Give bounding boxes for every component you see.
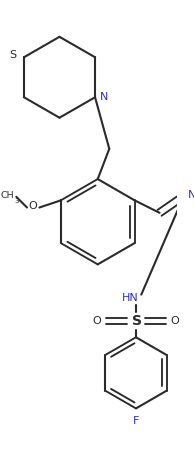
Text: O: O [28,201,37,211]
Text: O: O [171,317,179,326]
Text: F: F [133,416,139,426]
Text: N: N [187,190,194,200]
Text: S: S [9,50,16,60]
Text: HN: HN [122,293,139,303]
Text: 3: 3 [14,198,19,204]
Text: CH: CH [1,191,14,200]
Text: N: N [100,92,108,102]
Text: S: S [132,314,142,328]
Text: O: O [93,317,101,326]
